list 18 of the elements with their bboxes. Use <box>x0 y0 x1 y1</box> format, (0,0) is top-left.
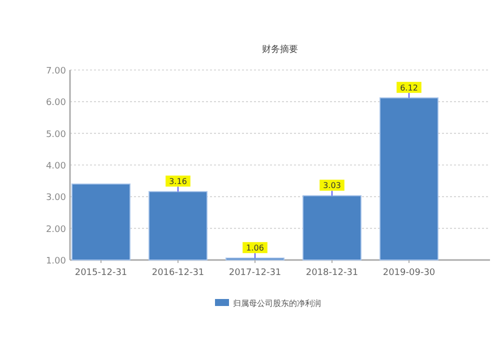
data-label: 1.06 <box>246 244 264 253</box>
y-tick-label: 1.00 <box>46 256 66 266</box>
y-tick-label: 4.00 <box>46 162 66 172</box>
data-label: 6.12 <box>400 83 418 92</box>
y-tick-label: 5.00 <box>46 130 66 140</box>
x-tick-label: 2015-12-31 <box>74 268 128 278</box>
x-tick-label: 2017-12-31 <box>228 268 282 278</box>
data-label: 3.16 <box>169 177 187 186</box>
x-tick-label: 2016-12-31 <box>152 268 204 278</box>
legend-label: 归属母公司股东的净利润 <box>233 299 321 308</box>
y-tick-label: 7.00 <box>46 66 66 76</box>
y-tick-label: 3.00 <box>46 193 66 204</box>
chart-title: 财务摘要 <box>262 44 298 55</box>
x-tick-label: 2019-09-30 <box>382 268 436 278</box>
y-tick-label: 2.00 <box>46 224 66 235</box>
y-tick-label: 6.00 <box>46 98 66 108</box>
data-label: 3.03 <box>323 181 341 190</box>
x-tick-label: 2018-12-31 <box>306 268 358 278</box>
